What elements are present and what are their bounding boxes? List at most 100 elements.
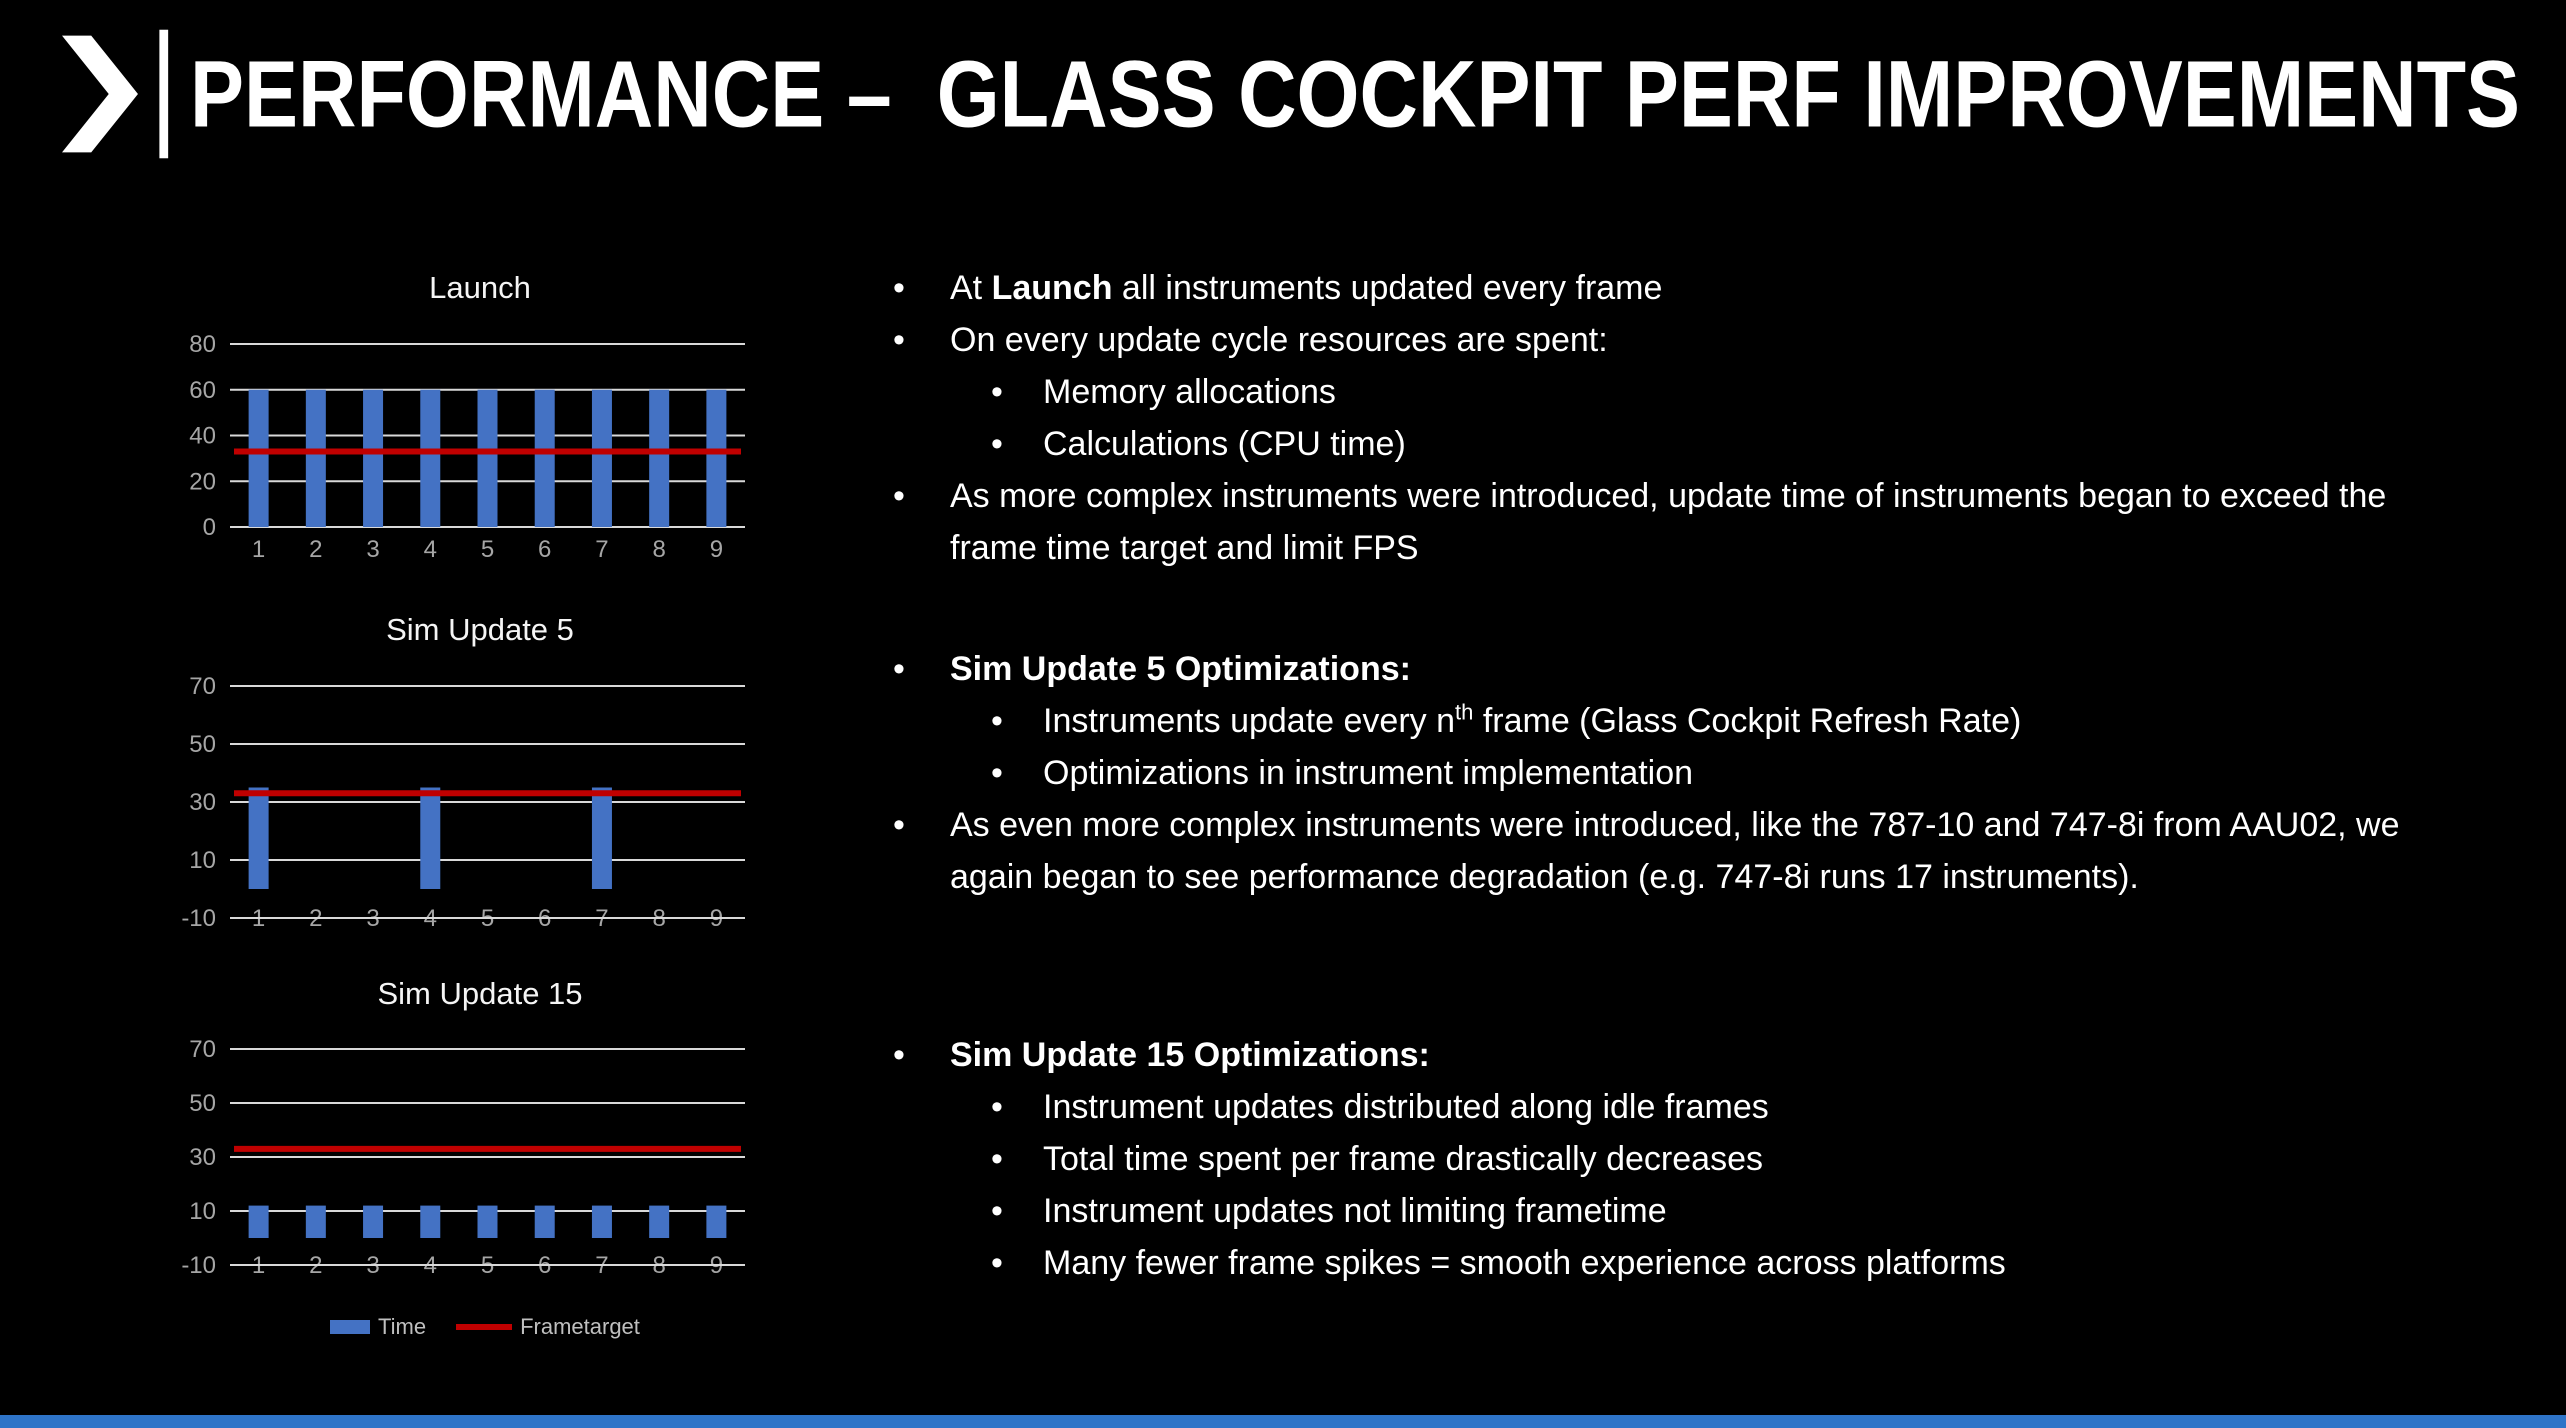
category-label: 5	[481, 536, 494, 563]
chart-sim-update-15: Sim Update 15 -10 10 30 50 70 1 2 3 4 5 6 7 8 9	[160, 970, 800, 1293]
text-fragment: Instruments update every n	[1043, 702, 1456, 740]
legend-frametarget-swatch	[456, 1324, 513, 1330]
y-tick-label: 70	[189, 1036, 216, 1063]
chart-svg-0: 0 20 40 60 80 1 2 3 4 5 6 7 8 9	[189, 331, 745, 563]
bullet-item: • As more complex instruments were intro…	[893, 470, 2438, 574]
bullet-item: • At Launch all instruments updated ever…	[893, 262, 2438, 314]
y-tick-label: 60	[189, 377, 216, 404]
y-tick-label: 20	[189, 468, 216, 495]
bullet-text: On every update cycle resources are spen…	[950, 321, 1608, 359]
text-fragment: At	[950, 269, 992, 307]
category-label: 8	[652, 536, 665, 563]
bullet-icon: •	[991, 702, 1003, 740]
slide-title: PERFORMANCE – GLASS COCKPIT PERF IMPROVE…	[190, 40, 2521, 147]
text-fragment: all instruments updated every frame	[1112, 269, 1663, 307]
bullet-icon: •	[893, 1036, 905, 1074]
time-bar	[534, 389, 555, 527]
time-bar	[363, 1205, 384, 1238]
text-fragment-bold: Sim Update 15 Optimizations:	[950, 1036, 1430, 1074]
y-tick-label: 70	[189, 673, 216, 700]
bullet-item: • Sim Update 5 Optimizations:	[893, 643, 2438, 695]
bullet-icon: •	[991, 425, 1003, 463]
bullet-icon: •	[893, 321, 905, 359]
time-bar	[305, 1205, 326, 1238]
category-label: 4	[424, 536, 437, 563]
time-bar	[591, 389, 612, 527]
time-bar	[248, 389, 269, 527]
sub-bullet-item: • Memory allocations	[991, 366, 2438, 418]
bullet-icon: •	[893, 269, 905, 307]
category-label: 3	[366, 536, 379, 563]
y-tick-label: 10	[189, 847, 216, 874]
category-label: 6	[538, 536, 551, 563]
time-bar	[477, 1205, 498, 1238]
bullet-icon: •	[991, 1088, 1003, 1126]
time-bar	[248, 1205, 269, 1238]
sub-bullet-item: • Instrument updates distributed along i…	[991, 1081, 2438, 1133]
category-label: 2	[309, 536, 322, 563]
bullet-icon: •	[991, 754, 1003, 792]
chart-sim-update-5: Sim Update 5 -10 10 30 50 70 1 2 3 4 5 6 7 8 9	[160, 606, 800, 944]
sub-bullet-item: • Total time spent per frame drastically…	[991, 1133, 2438, 1185]
bullet-item: • On every update cycle resources are sp…	[893, 314, 2438, 366]
slide-header: PERFORMANCE – GLASS COCKPIT PERF IMPROVE…	[62, 28, 2566, 160]
category-label: 9	[710, 536, 723, 563]
text-fragment-bold: Launch	[991, 269, 1113, 307]
chart-title-sim-update-15: Sim Update 15	[377, 976, 583, 1011]
time-bar	[248, 787, 269, 889]
sub-bullet-item: • Instrument updates not limiting framet…	[991, 1185, 2438, 1237]
text-fragment-bold: Sim Update 5 Optimizations:	[950, 650, 1411, 688]
time-bar	[706, 389, 727, 527]
bullet-icon: •	[991, 1140, 1003, 1178]
bullet-icon: •	[991, 1244, 1003, 1282]
bullet-list: • At Launch all instruments updated ever…	[893, 262, 2438, 1289]
y-tick-label: 40	[189, 423, 216, 450]
time-bar	[591, 787, 612, 889]
sub-bullet-item: • Many fewer frame spikes = smooth exper…	[991, 1237, 2438, 1289]
y-tick-label: 30	[189, 1144, 216, 1171]
bullet-text: Optimizations in instrument implementati…	[1043, 754, 1694, 792]
bullet-text: Sim Update 5 Optimizations:	[950, 643, 2438, 695]
bullet-text: At Launch all instruments updated every …	[950, 262, 2438, 314]
y-tick-label: 50	[189, 1090, 216, 1117]
bullet-text: As even more complex instruments were in…	[950, 806, 2400, 896]
time-bar	[534, 1205, 555, 1238]
bullet-text: Many fewer frame spikes = smooth experie…	[1043, 1244, 2006, 1282]
bottom-accent-bar	[0, 1415, 2566, 1428]
bullet-text: Total time spent per frame drastically d…	[1043, 1140, 1763, 1178]
legend-time-label: Time	[378, 1314, 427, 1339]
time-bar	[706, 1205, 727, 1238]
y-tick-label: 30	[189, 789, 216, 816]
legend-time-swatch	[330, 1320, 370, 1334]
bullet-icon: •	[893, 806, 905, 844]
bullet-icon: •	[893, 477, 905, 515]
time-bar	[420, 787, 441, 889]
y-tick-label: 10	[189, 1198, 216, 1225]
bullet-text: Instrument updates distributed along idl…	[1043, 1088, 1769, 1126]
time-bar	[363, 389, 384, 527]
y-tick-label: -10	[181, 905, 216, 932]
chevron-logo-icon	[62, 29, 169, 159]
time-bar	[649, 389, 670, 527]
bullet-text: Instrument updates not limiting frametim…	[1043, 1192, 1667, 1230]
bullet-icon: •	[991, 373, 1003, 411]
bullet-text: Sim Update 15 Optimizations:	[950, 1029, 2438, 1081]
chart-launch: Launch 0 20 40 60 80 1 2 3 4 5 6 7 8 9	[160, 264, 800, 572]
text-fragment-superscript: th	[1455, 699, 1474, 725]
chart-title-sim-update-5: Sim Update 5	[386, 612, 574, 647]
time-bar	[649, 1205, 670, 1238]
bullet-item: • Sim Update 15 Optimizations:	[893, 1029, 2438, 1081]
y-tick-label: 0	[203, 514, 216, 541]
time-bar	[420, 1205, 441, 1238]
sub-bullet-item: • Calculations (CPU time)	[991, 418, 2438, 470]
sub-bullet-item: • Optimizations in instrument implementa…	[991, 747, 2438, 799]
bullet-icon: •	[991, 1192, 1003, 1230]
category-label: 1	[252, 536, 265, 563]
time-bar	[420, 389, 441, 527]
sub-bullet-item: • Instruments update every nth frame (Gl…	[991, 695, 2438, 747]
y-tick-label: 80	[189, 331, 216, 358]
chart-title-launch: Launch	[429, 270, 531, 305]
time-bar	[591, 1205, 612, 1238]
